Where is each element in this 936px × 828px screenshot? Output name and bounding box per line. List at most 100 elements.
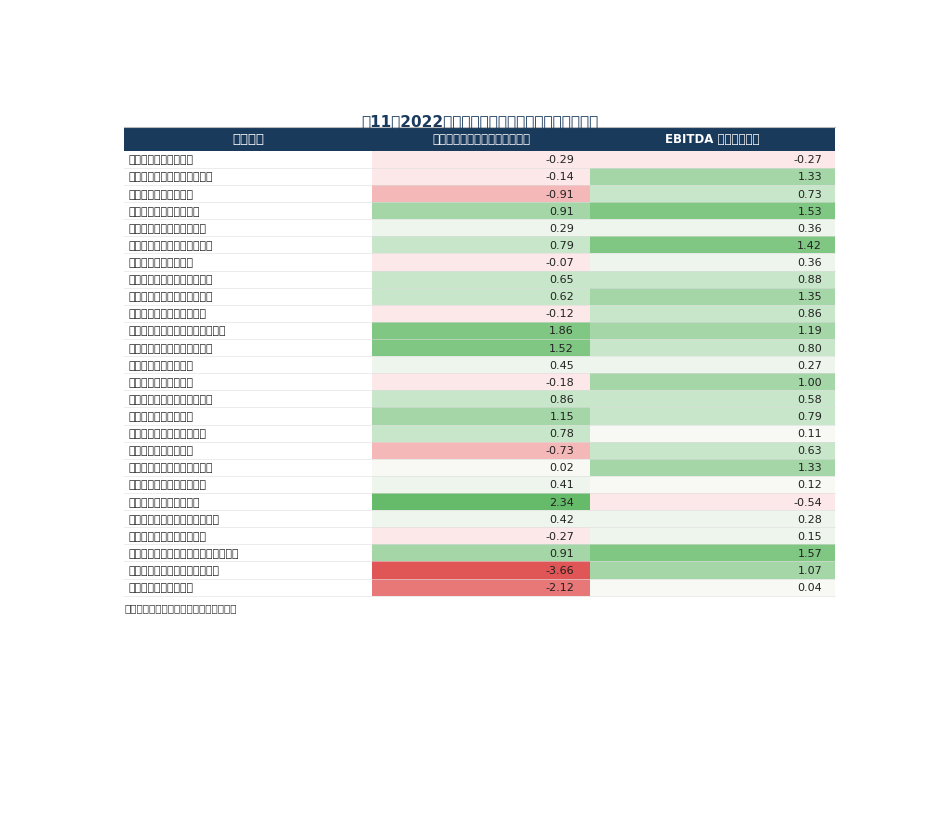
Text: 0.86: 0.86 [797,309,822,319]
Bar [590,561,835,579]
Bar [373,545,590,561]
Bar [373,493,590,510]
Text: 成都轨道交通集团有限公司: 成都轨道交通集团有限公司 [128,309,207,319]
Bar [590,476,835,493]
Text: -3.66: -3.66 [546,566,574,575]
Text: 0.80: 0.80 [797,343,822,353]
Bar [590,425,835,442]
Text: 南昌轨道交通集团有限公司: 南昌轨道交通集团有限公司 [128,480,207,490]
Bar [373,185,590,203]
Text: 1.52: 1.52 [549,343,574,353]
Text: 0.27: 0.27 [797,360,822,370]
Text: 1.53: 1.53 [797,206,822,216]
Text: -0.12: -0.12 [546,309,574,319]
Text: -0.91: -0.91 [546,190,574,200]
Bar [590,357,835,373]
Text: 1.33: 1.33 [797,463,822,473]
Text: -0.54: -0.54 [794,497,822,507]
Text: 1.42: 1.42 [797,241,822,251]
Text: 广州地铁集团有限公司: 广州地铁集团有限公司 [128,190,194,200]
Bar [590,220,835,237]
Bar [590,527,835,545]
Text: 0.42: 0.42 [549,514,574,524]
Bar [590,510,835,527]
Bar [373,476,590,493]
Text: 沈阳地铁集团有限公司: 沈阳地铁集团有限公司 [128,155,194,165]
Text: 深圳市地铁集团有限公司: 深圳市地铁集团有限公司 [128,206,200,216]
Bar [590,323,835,339]
Text: 福州地铁集团有限公司: 福州地铁集团有限公司 [128,412,194,421]
Bar [373,272,590,288]
Bar [373,373,590,391]
Text: 南京地铁集团有限公司: 南京地铁集团有限公司 [128,258,194,267]
Bar [373,237,590,254]
Bar [373,425,590,442]
Text: 1.15: 1.15 [549,412,574,421]
Text: 1.86: 1.86 [549,326,574,336]
Text: 0.63: 0.63 [797,445,822,455]
Bar [590,460,835,476]
Text: 常州地铁集团有限公司: 常州地铁集团有限公司 [128,582,194,592]
Text: 0.86: 0.86 [549,394,574,404]
Text: 0.73: 0.73 [797,190,822,200]
Bar [590,339,835,357]
Text: -2.12: -2.12 [545,582,574,592]
Text: 1.19: 1.19 [797,326,822,336]
Bar [590,373,835,391]
Bar [373,408,590,425]
Text: 0.91: 0.91 [549,548,574,558]
Bar [590,288,835,306]
Bar [373,220,590,237]
Text: 公司名称: 公司名称 [232,133,264,146]
Bar [373,460,590,476]
Text: 昆明轨道交通集团有限公司: 昆明轨道交通集团有限公司 [128,429,207,439]
Text: 0.36: 0.36 [797,224,822,233]
Text: 1.07: 1.07 [797,566,822,575]
Text: 经营活动净现金流利息覆盖倍数: 经营活动净现金流利息覆盖倍数 [432,133,530,146]
Text: -0.73: -0.73 [546,445,574,455]
Bar [373,527,590,545]
Text: 北京市基础设施投资有限公司: 北京市基础设施投资有限公司 [128,172,213,182]
Text: 南宁轨道交通集团有限责任公司: 南宁轨道交通集团有限责任公司 [128,514,220,524]
Bar [373,306,590,323]
Bar [590,391,835,408]
Bar [373,152,590,169]
Text: 0.36: 0.36 [797,258,822,267]
Bar [373,442,590,460]
Text: -0.14: -0.14 [546,172,574,182]
Bar [373,510,590,527]
Text: 0.78: 0.78 [549,429,574,439]
Text: 长春市轨道交通集团有限公司: 长春市轨道交通集团有限公司 [128,463,213,473]
Text: 资料来源：企业预警通，中诚信国际整理: 资料来源：企业预警通，中诚信国际整理 [124,602,237,612]
Text: 武汉地铁集团有限公司: 武汉地铁集团有限公司 [128,360,194,370]
Text: 杭州市地铁集团有限责任公司: 杭州市地铁集团有限责任公司 [128,241,213,251]
Text: 兰州市轨道交通有限公司: 兰州市轨道交通有限公司 [128,497,200,507]
Text: -0.07: -0.07 [546,258,574,267]
Text: 厦门轨道建设发展集团有限公司: 厦门轨道建设发展集团有限公司 [128,566,220,575]
Text: 0.29: 0.29 [549,224,574,233]
Text: 2.34: 2.34 [549,497,574,507]
Text: 0.79: 0.79 [797,412,822,421]
Bar [373,561,590,579]
Text: 0.45: 0.45 [549,360,574,370]
Bar [373,288,590,306]
Text: 0.65: 0.65 [549,275,574,285]
Text: 0.04: 0.04 [797,582,822,592]
Bar [590,579,835,596]
Text: 天津轨道交通集团有限公司: 天津轨道交通集团有限公司 [128,224,207,233]
Bar [373,391,590,408]
Text: 0.11: 0.11 [797,429,822,439]
Text: 1.00: 1.00 [797,378,822,388]
Text: 0.88: 0.88 [797,275,822,285]
Bar [590,169,835,185]
Text: 0.62: 0.62 [549,292,574,302]
Text: -0.29: -0.29 [545,155,574,165]
Bar [590,408,835,425]
Bar [373,357,590,373]
Text: 苏州市轨道交通集团有限公司: 苏州市轨道交通集团有限公司 [128,292,213,302]
Text: 宁波市轨道交通集团有限公司: 宁波市轨道交通集团有限公司 [128,275,213,285]
Bar [590,493,835,510]
Text: 0.12: 0.12 [797,480,822,490]
Text: 1.35: 1.35 [797,292,822,302]
Text: 0.91: 0.91 [549,206,574,216]
